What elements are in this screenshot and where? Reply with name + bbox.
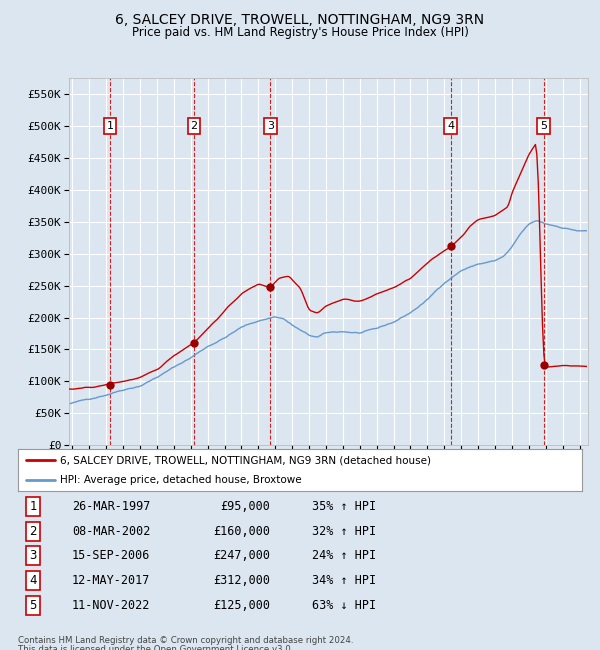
Text: 11-NOV-2022: 11-NOV-2022 [72,599,151,612]
Text: Contains HM Land Registry data © Crown copyright and database right 2024.: Contains HM Land Registry data © Crown c… [18,636,353,645]
Text: 3: 3 [267,121,274,131]
Text: 34% ↑ HPI: 34% ↑ HPI [312,574,376,587]
Text: £312,000: £312,000 [213,574,270,587]
Text: 6, SALCEY DRIVE, TROWELL, NOTTINGHAM, NG9 3RN (detached house): 6, SALCEY DRIVE, TROWELL, NOTTINGHAM, NG… [60,456,431,465]
Text: 63% ↓ HPI: 63% ↓ HPI [312,599,376,612]
Text: 12-MAY-2017: 12-MAY-2017 [72,574,151,587]
Text: 4: 4 [447,121,454,131]
Text: 5: 5 [29,599,37,612]
Text: £95,000: £95,000 [220,500,270,513]
Text: 26-MAR-1997: 26-MAR-1997 [72,500,151,513]
Text: £160,000: £160,000 [213,525,270,538]
Text: 08-MAR-2002: 08-MAR-2002 [72,525,151,538]
Text: 32% ↑ HPI: 32% ↑ HPI [312,525,376,538]
Text: Price paid vs. HM Land Registry's House Price Index (HPI): Price paid vs. HM Land Registry's House … [131,26,469,39]
Text: 3: 3 [29,549,37,562]
Text: 2: 2 [190,121,197,131]
Text: 15-SEP-2006: 15-SEP-2006 [72,549,151,562]
Text: 4: 4 [29,574,37,587]
Text: 5: 5 [540,121,547,131]
Text: This data is licensed under the Open Government Licence v3.0.: This data is licensed under the Open Gov… [18,645,293,650]
Text: 24% ↑ HPI: 24% ↑ HPI [312,549,376,562]
Text: 1: 1 [107,121,113,131]
Text: 1: 1 [29,500,37,513]
Text: 6, SALCEY DRIVE, TROWELL, NOTTINGHAM, NG9 3RN: 6, SALCEY DRIVE, TROWELL, NOTTINGHAM, NG… [115,13,485,27]
Text: £125,000: £125,000 [213,599,270,612]
Text: 35% ↑ HPI: 35% ↑ HPI [312,500,376,513]
Text: HPI: Average price, detached house, Broxtowe: HPI: Average price, detached house, Brox… [60,475,302,485]
Text: 2: 2 [29,525,37,538]
Text: £247,000: £247,000 [213,549,270,562]
